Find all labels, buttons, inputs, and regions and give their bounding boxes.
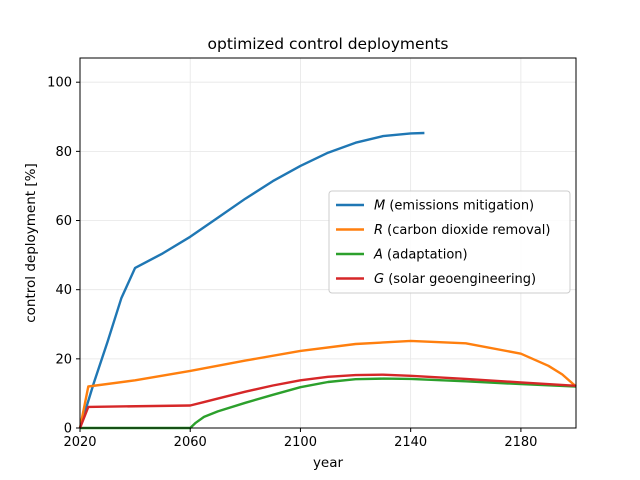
y-axis: 0 20 40 60 80 100 — [47, 76, 80, 437]
legend-symbol: M — [374, 199, 385, 214]
y-tick-label: 40 — [55, 283, 72, 298]
series-layer — [78, 131, 577, 430]
y-axis-label: control deployment [%] — [23, 163, 39, 323]
x-tick-label: 2020 — [63, 435, 96, 450]
legend: M (emissions mitigation)R (carbon dioxid… — [328, 190, 571, 294]
plot-frame — [79, 57, 577, 429]
chart-title: optimized control deployments — [208, 35, 449, 53]
x-tick-label: 2100 — [284, 435, 317, 450]
y-tick-label: 0 — [64, 422, 72, 437]
legend-description: (carbon dioxide removal) — [383, 223, 550, 238]
x-tick-label: 2060 — [174, 435, 207, 450]
legend-symbol: A — [373, 248, 383, 263]
legend-description: (solar geoengineering) — [384, 272, 536, 287]
x-axis-label: year — [313, 455, 344, 471]
x-tick-label: 2140 — [394, 435, 427, 450]
series-line-G — [78, 373, 577, 429]
x-axis: 2020 2060 2100 2140 2180 — [63, 428, 537, 450]
y-tick-label: 60 — [55, 214, 72, 229]
legend-entry-M: M (emissions mitigation) — [374, 199, 534, 214]
legend-symbol: R — [374, 223, 383, 238]
y-tick-label: 100 — [47, 76, 72, 91]
x-tick-label: 2180 — [504, 435, 537, 450]
legend-symbol: G — [374, 272, 384, 287]
y-tick-label: 20 — [55, 352, 72, 367]
legend-entry-A: A (adaptation) — [373, 248, 468, 263]
y-tick-label: 80 — [55, 145, 72, 160]
legend-description: (adaptation) — [383, 248, 468, 263]
legend-description: (emissions mitigation) — [385, 199, 534, 214]
legend-entry-R: R (carbon dioxide removal) — [374, 223, 550, 238]
series-line-R — [78, 339, 577, 429]
legend-box — [328, 190, 571, 294]
legend-entry-G: G (solar geoengineering) — [374, 272, 536, 287]
series-line-A — [80, 377, 577, 430]
series-line-M — [78, 131, 425, 429]
